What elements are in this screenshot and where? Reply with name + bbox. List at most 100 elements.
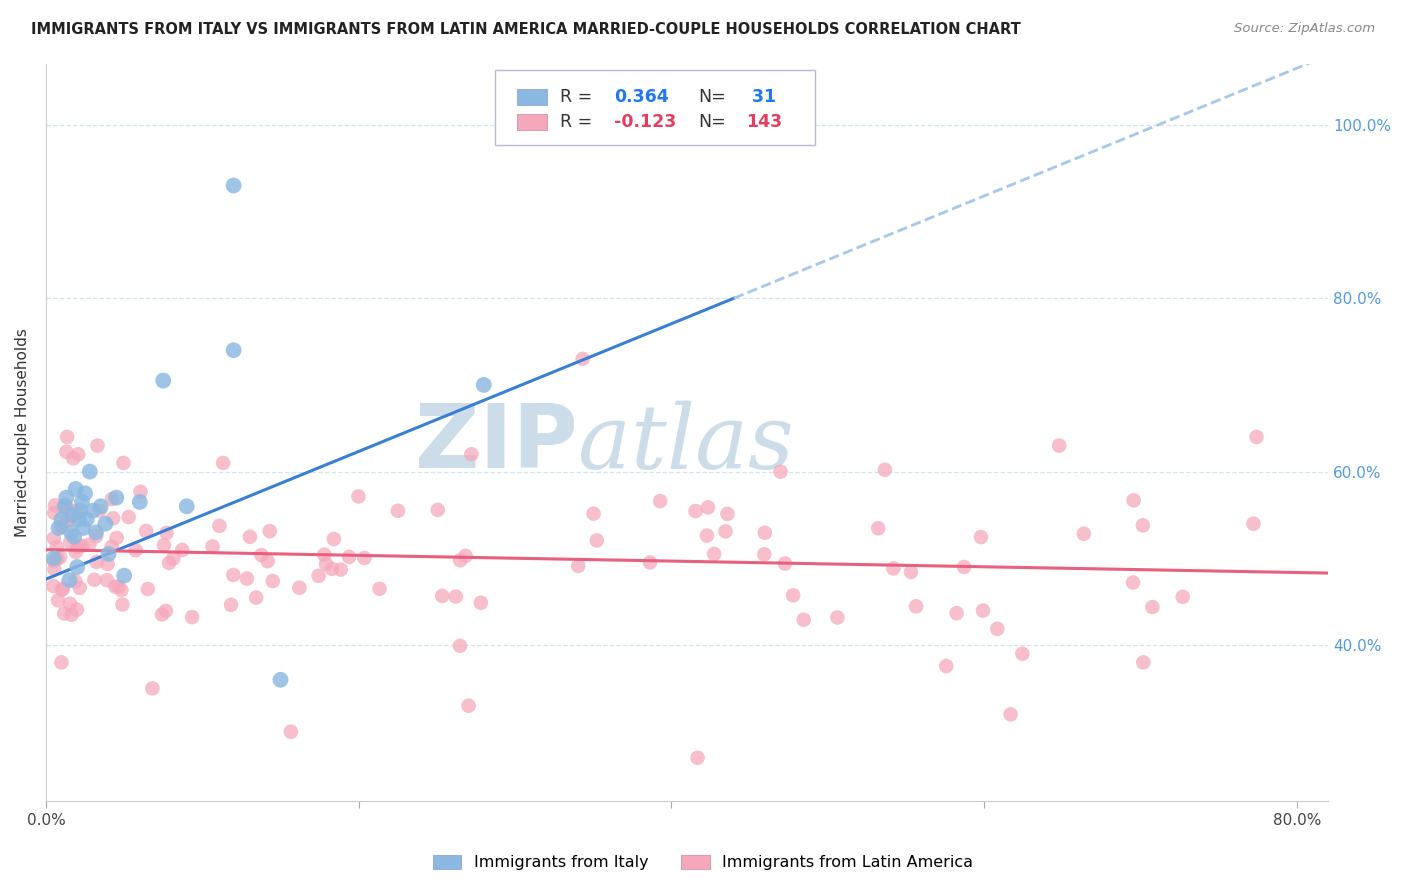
Point xyxy=(97,547,120,561)
Point xyxy=(107,580,129,594)
Point xyxy=(353,551,375,566)
Point xyxy=(754,547,776,561)
Point xyxy=(585,533,607,548)
Point xyxy=(696,528,718,542)
Point xyxy=(868,521,890,535)
Point xyxy=(432,589,454,603)
Point xyxy=(716,507,738,521)
Point xyxy=(1246,430,1268,444)
Point xyxy=(135,524,157,538)
Point xyxy=(55,499,77,513)
Text: atlas: atlas xyxy=(578,401,794,487)
Point xyxy=(45,540,67,554)
Point xyxy=(55,499,77,513)
Point xyxy=(59,535,82,549)
Point xyxy=(337,549,360,564)
Point xyxy=(582,507,605,521)
Point xyxy=(79,538,101,552)
Point xyxy=(571,351,593,366)
Point xyxy=(69,581,91,595)
Point xyxy=(65,545,87,559)
Point xyxy=(1142,600,1164,615)
FancyBboxPatch shape xyxy=(516,114,547,130)
Point xyxy=(66,602,89,616)
Point xyxy=(84,529,107,543)
Point xyxy=(314,548,336,562)
Point xyxy=(55,513,77,527)
Point xyxy=(882,561,904,575)
Point xyxy=(782,588,804,602)
Point xyxy=(52,582,75,596)
Point xyxy=(79,465,101,479)
Text: 143: 143 xyxy=(747,113,782,131)
Point xyxy=(460,447,482,461)
Point xyxy=(1011,647,1033,661)
Point xyxy=(322,532,344,546)
Point xyxy=(66,560,89,574)
Point xyxy=(315,557,337,571)
Point xyxy=(953,560,976,574)
Point xyxy=(67,539,90,553)
Point xyxy=(112,456,135,470)
Point xyxy=(769,465,792,479)
Point xyxy=(155,525,177,540)
Point xyxy=(236,572,259,586)
Point xyxy=(703,547,725,561)
Text: IMMIGRANTS FROM ITALY VS IMMIGRANTS FROM LATIN AMERICA MARRIED-COUPLE HOUSEHOLDS: IMMIGRANTS FROM ITALY VS IMMIGRANTS FROM… xyxy=(31,22,1021,37)
Point xyxy=(51,520,73,534)
Point xyxy=(72,539,94,553)
Point xyxy=(457,698,479,713)
Point xyxy=(449,553,471,567)
Point xyxy=(58,573,80,587)
Point xyxy=(56,430,79,444)
Point xyxy=(935,659,957,673)
Point xyxy=(201,540,224,554)
Point xyxy=(900,565,922,579)
Point xyxy=(65,482,87,496)
Point xyxy=(59,525,82,540)
Point xyxy=(1073,526,1095,541)
Point xyxy=(51,582,73,597)
Point xyxy=(67,512,90,526)
Point xyxy=(66,540,89,554)
Text: 0.364: 0.364 xyxy=(614,88,669,106)
Point xyxy=(239,530,262,544)
Point xyxy=(1132,656,1154,670)
Point xyxy=(97,557,120,571)
Point xyxy=(208,519,231,533)
Point xyxy=(48,521,70,535)
Point xyxy=(152,374,174,388)
Point xyxy=(270,673,292,687)
Point xyxy=(250,548,273,562)
Point xyxy=(245,591,267,605)
Point xyxy=(111,598,134,612)
Point xyxy=(55,444,77,458)
Text: N=: N= xyxy=(699,88,727,106)
Point xyxy=(128,495,150,509)
Point xyxy=(454,549,477,563)
Point xyxy=(153,538,176,552)
Point xyxy=(1132,518,1154,533)
Point xyxy=(1243,516,1265,531)
Point xyxy=(697,500,720,515)
Point xyxy=(1122,575,1144,590)
Point xyxy=(55,491,77,505)
Point xyxy=(222,568,245,582)
Point xyxy=(444,590,467,604)
Point xyxy=(470,596,492,610)
Text: N=: N= xyxy=(699,113,727,131)
Point xyxy=(105,531,128,545)
Legend: Immigrants from Italy, Immigrants from Latin America: Immigrants from Italy, Immigrants from L… xyxy=(426,848,980,877)
Point xyxy=(62,508,84,522)
Point xyxy=(86,555,108,569)
FancyBboxPatch shape xyxy=(516,89,547,105)
Point xyxy=(42,551,65,566)
Point xyxy=(686,751,709,765)
Point xyxy=(62,451,84,466)
Point xyxy=(219,598,242,612)
Text: 31: 31 xyxy=(747,88,776,106)
Point xyxy=(308,568,330,582)
Point xyxy=(648,494,671,508)
Point xyxy=(83,573,105,587)
Point xyxy=(67,447,90,461)
